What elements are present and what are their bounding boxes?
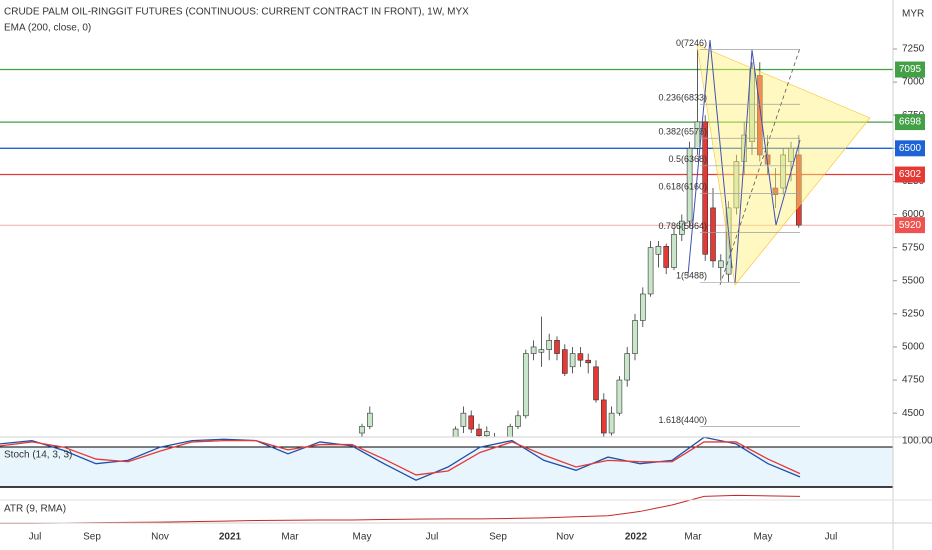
level-tag (895, 166, 925, 183)
y-tick-label: 6000 (902, 209, 925, 220)
candle-body (600, 399, 607, 434)
candle-body (608, 412, 615, 434)
x-tick-label: 2021 (219, 532, 242, 543)
drawings: 0(7246) 0.236(6833) 0.382(6576) 0.5(6368) 0.… (658, 38, 871, 427)
x-tick-label: 2022 (625, 532, 648, 543)
candle-body (585, 359, 592, 364)
fib-label: 0.618(6160) (658, 182, 707, 192)
stoch-label: Stoch (14, 3, 3) (4, 450, 72, 461)
candle-body (359, 426, 365, 434)
y-tick-label: 7000 (902, 77, 925, 88)
y-tick-label: 4750 (902, 375, 925, 386)
candle-body (561, 349, 568, 374)
level-label: 5920 (899, 220, 922, 231)
level-tag (895, 61, 925, 78)
indicator-label: EMA (200, close, 0) (4, 23, 91, 34)
candle-body (694, 121, 701, 149)
stoch-line (0, 436, 801, 481)
atr-line (0, 494, 801, 524)
level-tag (895, 217, 925, 234)
x-tick-label: Sep (489, 532, 507, 543)
level-label: 7095 (899, 64, 922, 75)
y-tick-label: 5250 (902, 308, 925, 319)
fib-label: 0(7246) (676, 38, 707, 48)
candle-body (616, 379, 623, 414)
fib-label: 1(5488) (676, 271, 707, 281)
candle-body (522, 353, 529, 417)
stoch-top-label: 100.00 (902, 436, 932, 447)
candle-body (468, 415, 475, 430)
fib-label: 0.5(6368) (668, 154, 707, 164)
candle-body (460, 412, 467, 427)
x-tick-label: Jul (426, 532, 439, 543)
candle-body (577, 353, 584, 361)
candle-body (507, 426, 514, 437)
candle-body (663, 246, 670, 268)
candle-body (733, 161, 740, 209)
x-tick-label: Nov (151, 532, 169, 543)
x-tick-label: Mar (281, 532, 299, 543)
candle-body (569, 353, 576, 368)
candle-body (366, 412, 373, 427)
candle-body (678, 220, 685, 235)
candle-body (483, 431, 490, 436)
candle-body (772, 187, 779, 195)
candle-body (530, 346, 537, 354)
candle-body (710, 207, 716, 262)
arrow-path (687, 39, 733, 276)
fib-label: 0.382(6576) (658, 127, 707, 137)
arrow-path (734, 49, 801, 284)
y-tick-label: 5000 (902, 342, 925, 353)
x-tick-label: Jul (29, 532, 42, 543)
level-label: 6698 (899, 117, 922, 128)
level-tag (895, 140, 925, 157)
y-tick-label: 4500 (902, 408, 925, 419)
x-tick-label: May (754, 532, 773, 543)
x-tick-label: Sep (83, 532, 101, 543)
candle-body (476, 428, 482, 436)
fib-label: 1.618(4400) (658, 415, 707, 425)
price-pane (0, 49, 893, 437)
chart-title: CRUDE PALM OIL-RINGGIT FUTURES (CONTINUO… (4, 7, 469, 18)
x-tick-label: Mar (684, 532, 702, 543)
x-tick-label: May (353, 532, 372, 543)
candle-body (538, 349, 545, 353)
candle-body (795, 154, 802, 226)
candle-body (725, 207, 732, 275)
y-tick-label: 5750 (902, 242, 925, 253)
candle-body (756, 75, 763, 156)
candle-body (780, 154, 787, 189)
y-tick-label: 5500 (902, 275, 925, 286)
currency-label: MYR (902, 9, 924, 20)
fib-label: 0.236(6833) (658, 93, 707, 103)
fib-label: 0.786(5864) (658, 221, 707, 231)
candle-body (515, 415, 521, 427)
candle-body (655, 246, 662, 255)
y-tick-label: 7250 (902, 44, 925, 55)
candle-body (593, 366, 599, 401)
candle-body (632, 320, 638, 354)
x-tick-label: Nov (556, 532, 574, 543)
candle-body (717, 260, 724, 268)
candle-body (639, 293, 646, 321)
indicator-panes (0, 436, 893, 524)
candle-body (624, 353, 631, 381)
stoch-line (0, 439, 801, 476)
candle-body (452, 428, 459, 437)
level-label: 6302 (899, 169, 922, 180)
candle-body (702, 121, 709, 255)
candle-body (788, 148, 794, 162)
candle-body (686, 148, 693, 222)
x-tick-label: Jul (825, 532, 838, 543)
candle-body (671, 234, 677, 268)
candle-body (546, 340, 553, 350)
candle-body (749, 68, 755, 142)
level-label: 6500 (899, 143, 922, 154)
candle-body (554, 340, 560, 354)
candle-body (647, 247, 654, 295)
atr-label: ATR (9, RMA) (4, 504, 66, 515)
level-tag (895, 114, 925, 131)
